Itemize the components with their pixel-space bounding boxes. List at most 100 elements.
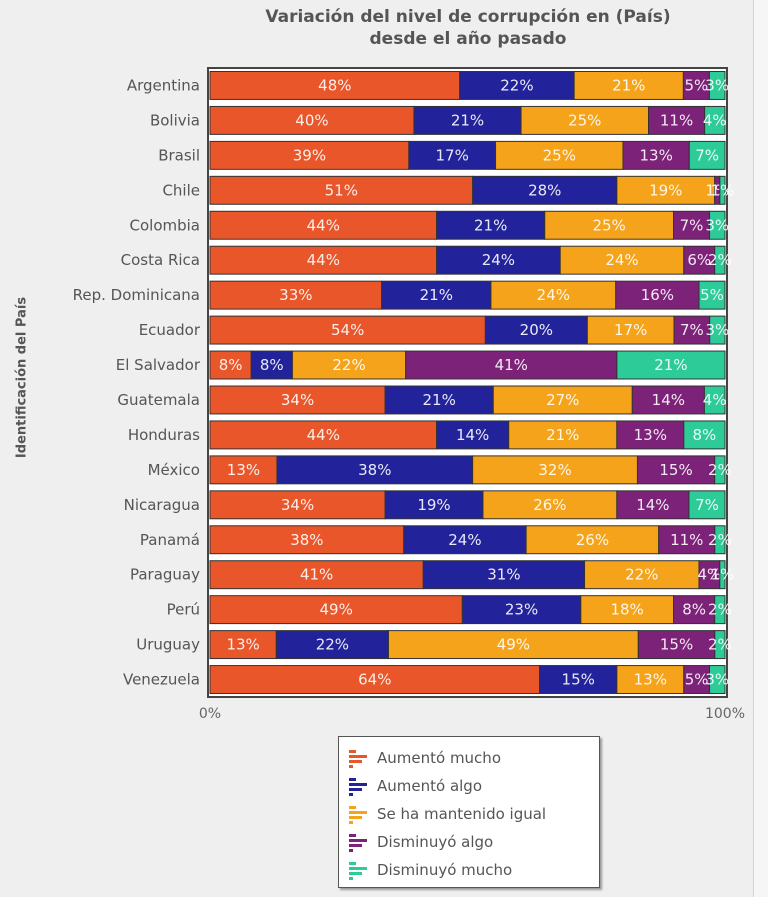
bar-segment xyxy=(209,350,252,380)
data-label: 4% xyxy=(703,391,727,409)
chart-title: Variación del nivel de corrupción en (Pa… xyxy=(200,6,736,50)
data-label: 2% xyxy=(708,461,732,479)
category-label: Nicaragua xyxy=(124,496,200,514)
bar-segment xyxy=(209,175,474,205)
category-label: Costa Rica xyxy=(121,251,200,269)
data-label: 25% xyxy=(592,216,625,234)
legend-item[interactable]: Disminuyó mucho xyxy=(349,857,512,883)
legend-item[interactable]: Aumentó mucho xyxy=(349,745,501,771)
bar-segment xyxy=(673,595,716,625)
data-label: 4% xyxy=(697,566,721,584)
category-label: Colombia xyxy=(130,216,201,234)
bar-segment xyxy=(586,315,675,345)
legend-item[interactable]: Aumentó algo xyxy=(349,773,482,799)
bar-segment xyxy=(520,105,650,135)
data-label: 26% xyxy=(576,531,609,549)
data-label: 13% xyxy=(226,636,259,654)
data-label: 23% xyxy=(505,601,538,619)
data-label: 20% xyxy=(520,321,553,339)
category-label: Uruguay xyxy=(136,636,200,654)
bar-segment xyxy=(492,385,633,415)
bar-segment xyxy=(616,350,726,380)
data-label: 49% xyxy=(320,601,353,619)
legend-label: Aumentó algo xyxy=(377,777,482,795)
data-label: 15% xyxy=(562,671,595,689)
data-label: 21% xyxy=(654,356,687,374)
data-label: 38% xyxy=(290,531,323,549)
data-label: 27% xyxy=(546,391,579,409)
data-label: 2% xyxy=(708,601,732,619)
data-label: 14% xyxy=(456,426,489,444)
bar-segment xyxy=(683,420,726,450)
data-label: 5% xyxy=(684,76,708,94)
category-label: Perú xyxy=(167,601,200,619)
data-label: 51% xyxy=(325,181,358,199)
bar-segment xyxy=(209,210,438,240)
data-label: 24% xyxy=(448,531,481,549)
data-label: 3% xyxy=(705,321,729,339)
legend-label: Disminuyó mucho xyxy=(377,861,513,879)
data-label: 8% xyxy=(693,426,717,444)
category-label: Guatemala xyxy=(117,391,200,409)
bar-segment xyxy=(508,420,618,450)
bar-segment xyxy=(703,385,726,415)
category-label: Venezuela xyxy=(123,671,200,689)
data-label: 5% xyxy=(685,671,709,689)
data-label: 44% xyxy=(307,216,340,234)
data-label: 31% xyxy=(487,566,520,584)
data-label: 48% xyxy=(318,76,351,94)
bar-segment xyxy=(408,140,497,170)
category-label: México xyxy=(148,461,200,479)
data-label: 11% xyxy=(670,531,703,549)
bar-segment xyxy=(616,665,685,694)
data-label: 32% xyxy=(538,461,571,479)
data-label: 8% xyxy=(682,601,706,619)
data-label: 39% xyxy=(293,146,326,164)
bar-segment xyxy=(714,455,726,485)
data-label: 34% xyxy=(281,391,314,409)
category-label: Paraguay xyxy=(130,566,200,584)
chart-title-line-1: Variación del nivel de corrupción en (Pa… xyxy=(265,7,671,27)
bar-segment xyxy=(209,560,424,590)
data-label: 25% xyxy=(543,146,576,164)
bar-segment xyxy=(584,560,700,590)
bar-chart-icon xyxy=(349,805,367,824)
data-label: 44% xyxy=(307,251,340,269)
bar-segment xyxy=(683,245,716,275)
legend-item[interactable]: Se ha mantenido igual xyxy=(349,801,546,827)
bar-segment xyxy=(615,280,700,310)
bar-segment xyxy=(636,455,716,485)
bar-segment xyxy=(708,71,726,100)
bar-segment xyxy=(709,315,726,345)
bar-segment xyxy=(209,595,463,625)
data-label: 54% xyxy=(331,321,364,339)
data-label: 38% xyxy=(358,461,391,479)
data-label: 13% xyxy=(634,671,667,689)
bar-segment xyxy=(209,140,410,170)
category-label: Argentina xyxy=(127,76,200,94)
category-label: Panamá xyxy=(140,531,200,549)
bar-segment xyxy=(436,245,561,275)
bar-segment xyxy=(616,490,690,520)
bar-segment xyxy=(209,385,386,415)
bar-segment xyxy=(459,71,575,100)
data-label: 26% xyxy=(533,496,566,514)
category-label: Chile xyxy=(162,181,200,199)
legend-label: Se ha mantenido igual xyxy=(377,805,547,823)
data-label: 21% xyxy=(612,76,645,94)
bar-segment xyxy=(209,420,438,450)
data-label: 34% xyxy=(281,496,314,514)
bar-chart-icon xyxy=(349,749,367,768)
data-label: 19% xyxy=(649,181,682,199)
data-label: 22% xyxy=(625,566,658,584)
data-label: 6% xyxy=(687,251,711,269)
data-label: 41% xyxy=(495,356,528,374)
data-label: 3% xyxy=(705,671,729,689)
legend-item[interactable]: Disminuyó algo xyxy=(349,829,493,855)
data-label: 1% xyxy=(711,566,735,584)
data-label: 13% xyxy=(639,146,672,164)
bar-segment xyxy=(719,560,726,590)
bar-segment xyxy=(209,71,461,100)
bar-chart-icon xyxy=(349,777,367,796)
